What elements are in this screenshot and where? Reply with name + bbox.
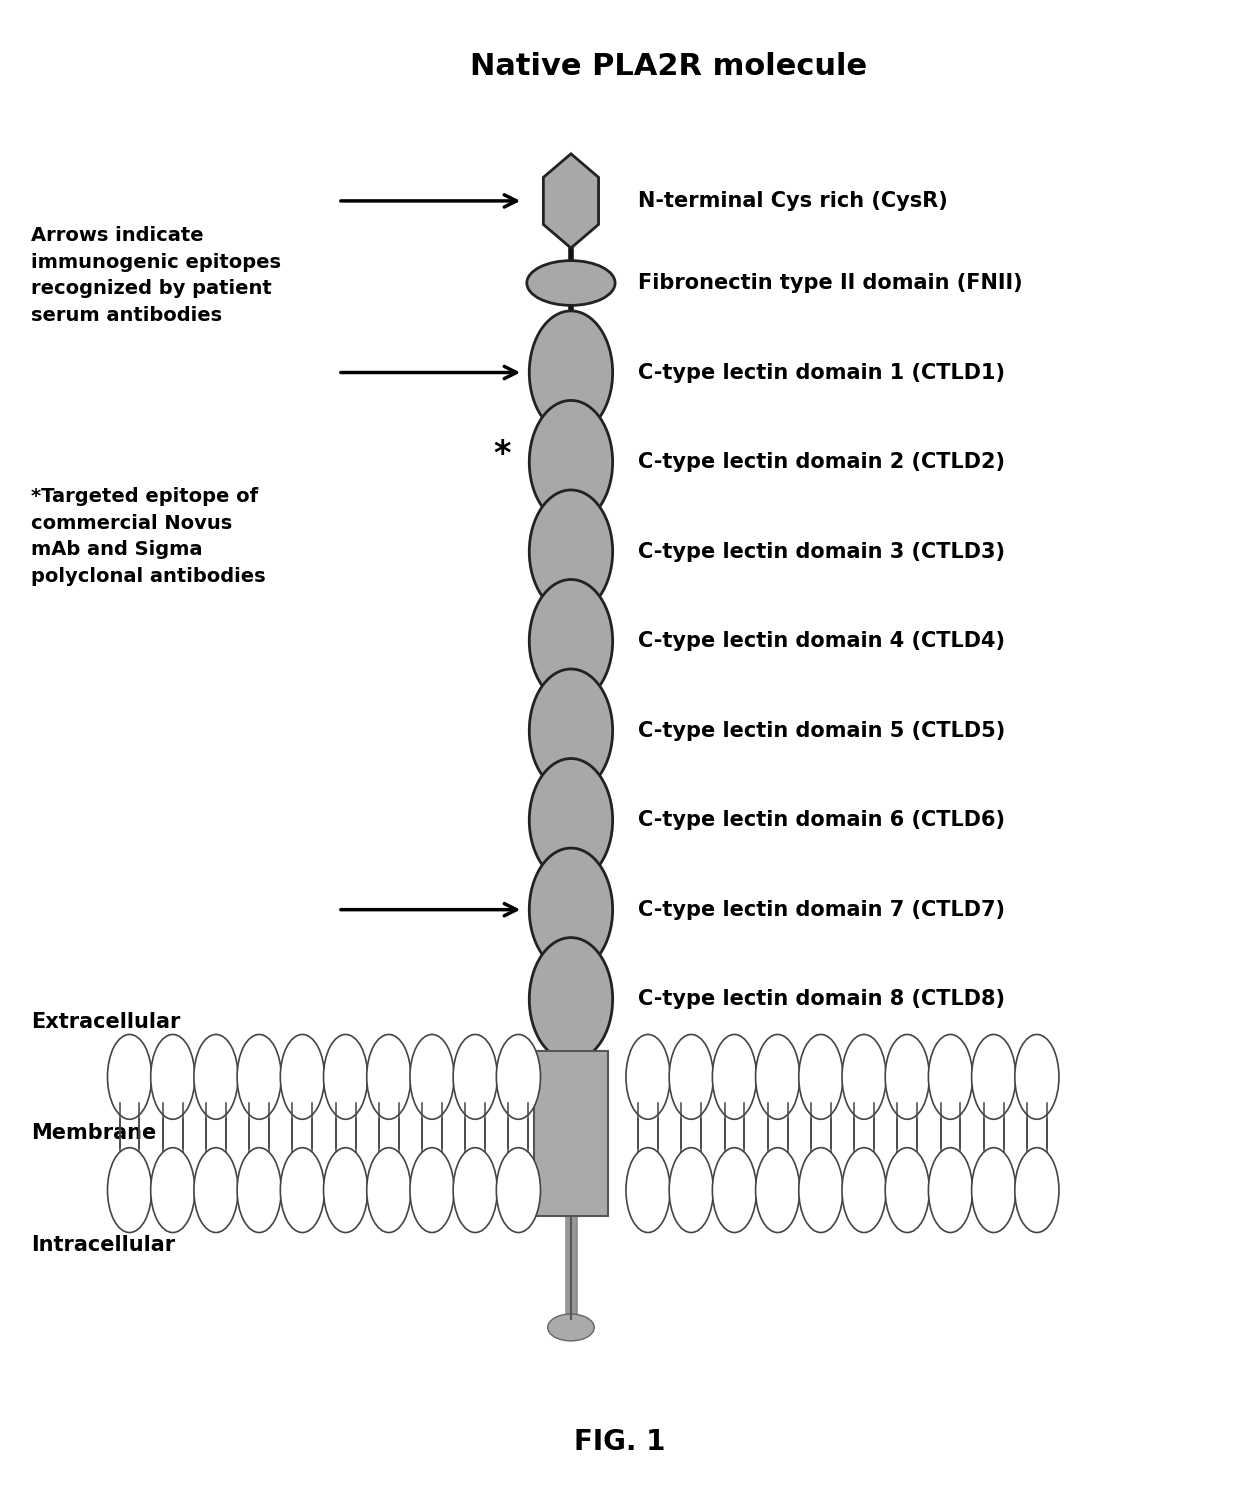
Ellipse shape [193,1148,238,1232]
Ellipse shape [324,1148,367,1232]
Ellipse shape [670,1035,713,1119]
Ellipse shape [712,1148,756,1232]
Ellipse shape [410,1035,454,1119]
Ellipse shape [151,1148,195,1232]
Ellipse shape [529,310,613,434]
Ellipse shape [799,1035,843,1119]
Ellipse shape [1014,1035,1059,1119]
Ellipse shape [885,1035,929,1119]
Ellipse shape [527,261,615,306]
Ellipse shape [670,1148,713,1232]
Ellipse shape [529,669,613,792]
Ellipse shape [237,1035,281,1119]
Text: C-type lectin domain 7 (CTLD7): C-type lectin domain 7 (CTLD7) [639,899,1006,920]
Text: FIG. 1: FIG. 1 [574,1428,666,1456]
Ellipse shape [548,1315,594,1340]
Text: Extracellular: Extracellular [31,1012,181,1032]
Ellipse shape [529,580,613,703]
Text: Native PLA2R molecule: Native PLA2R molecule [470,53,868,81]
Text: *Targeted epitope of
commercial Novus
mAb and Sigma
polyclonal antibodies: *Targeted epitope of commercial Novus mA… [31,488,267,586]
Ellipse shape [529,848,613,971]
Text: C-type lectin domain 8 (CTLD8): C-type lectin domain 8 (CTLD8) [639,989,1006,1009]
Ellipse shape [929,1035,972,1119]
Ellipse shape [237,1148,281,1232]
Ellipse shape [529,489,613,613]
Text: N-terminal Cys rich (CysR): N-terminal Cys rich (CysR) [639,191,949,211]
Ellipse shape [108,1148,151,1232]
Ellipse shape [842,1035,887,1119]
Ellipse shape [529,401,613,524]
Text: Arrows indicate
immunogenic epitopes
recognized by patient
serum antibodies: Arrows indicate immunogenic epitopes rec… [31,226,281,325]
Bar [534,1051,608,1215]
Text: *: * [494,438,511,471]
Ellipse shape [712,1035,756,1119]
Text: C-type lectin domain 1 (CTLD1): C-type lectin domain 1 (CTLD1) [639,363,1006,383]
Ellipse shape [453,1148,497,1232]
Ellipse shape [108,1035,151,1119]
Ellipse shape [367,1148,410,1232]
Text: Intracellular: Intracellular [31,1235,176,1256]
Ellipse shape [1014,1148,1059,1232]
Ellipse shape [972,1148,1016,1232]
Ellipse shape [529,938,613,1060]
Text: C-type lectin domain 3 (CTLD3): C-type lectin domain 3 (CTLD3) [639,542,1006,562]
Ellipse shape [626,1035,670,1119]
Ellipse shape [799,1148,843,1232]
Ellipse shape [151,1035,195,1119]
Ellipse shape [280,1148,325,1232]
Ellipse shape [496,1035,541,1119]
Text: C-type lectin domain 5 (CTLD5): C-type lectin domain 5 (CTLD5) [639,720,1006,741]
Ellipse shape [324,1035,367,1119]
Ellipse shape [529,759,613,881]
Ellipse shape [280,1035,325,1119]
Ellipse shape [885,1148,929,1232]
Ellipse shape [410,1148,454,1232]
Ellipse shape [453,1035,497,1119]
Ellipse shape [367,1035,410,1119]
Ellipse shape [755,1035,800,1119]
Polygon shape [543,154,599,248]
Text: Membrane: Membrane [31,1123,156,1143]
Text: C-type lectin domain 4 (CTLD4): C-type lectin domain 4 (CTLD4) [639,631,1006,651]
Text: C-type lectin domain 2 (CTLD2): C-type lectin domain 2 (CTLD2) [639,452,1006,471]
Ellipse shape [626,1148,670,1232]
Ellipse shape [842,1148,887,1232]
Ellipse shape [929,1148,972,1232]
Ellipse shape [193,1035,238,1119]
Ellipse shape [972,1035,1016,1119]
Text: Fibronectin type II domain (FNII): Fibronectin type II domain (FNII) [639,273,1023,294]
Text: C-type lectin domain 6 (CTLD6): C-type lectin domain 6 (CTLD6) [639,810,1006,830]
Ellipse shape [755,1148,800,1232]
Ellipse shape [496,1148,541,1232]
